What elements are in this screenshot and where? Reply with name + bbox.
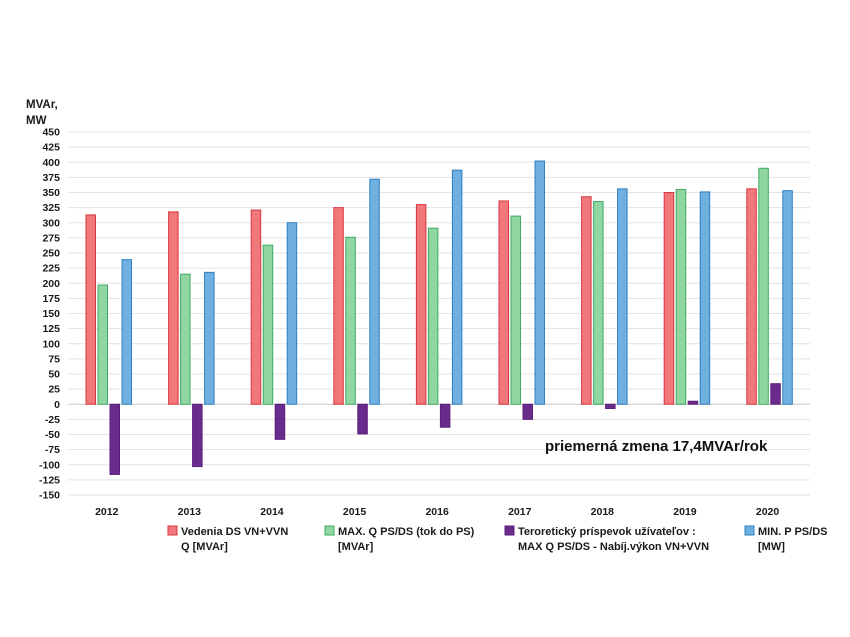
bar-vedenia-2017 [498,200,509,405]
bars [85,160,793,475]
legend-swatch-maxq [324,525,335,536]
y-tick-label: 0 [54,399,60,411]
y-tick-label: 425 [42,142,60,154]
legend-label-minp: [MW] [758,541,785,553]
legend-label-vedenia: Vedenia DS VN+VVN [181,526,288,538]
bar-teoret-2013 [192,403,203,468]
y-tick-label: 350 [42,187,60,199]
legend-label-vedenia: Q [MVAr] [181,541,228,553]
y-tick-label: -25 [45,414,60,426]
x-tick-label: 2017 [508,506,532,518]
y-axis-label-line-1: MVAr, [26,99,58,111]
bar-teoret-2017 [522,403,533,420]
bar-teoret-2020 [770,383,781,405]
bar-vedenia-2018 [581,196,592,405]
bar-maxq-2016 [427,227,439,405]
bar-minp-2015 [369,178,380,405]
bar-teoret-2014 [274,403,286,440]
annotation-average-change: priemerná zmena 17,4MVAr/rok [545,438,768,455]
bar-maxq-2012 [97,284,108,405]
bar-teoret-2015 [357,403,368,435]
bar-maxq-2014 [262,244,274,405]
y-tick-label: 125 [42,323,60,335]
bar-maxq-2018 [593,201,604,405]
bar-maxq-2020 [758,167,769,405]
bar-teoret-2016 [439,403,451,428]
bar-maxq-2013 [180,273,191,405]
x-tick-label: 2012 [95,506,119,518]
bar-vedenia-2019 [663,192,675,405]
legend-swatch-minp [744,525,755,536]
bar-maxq-2019 [675,188,687,405]
legend-label-maxq: [MVAr] [338,541,374,553]
legend-label-maxq: MAX. Q PS/DS (tok do PS) [338,526,475,538]
y-tick-label: 200 [42,278,60,290]
y-tick-label: 325 [42,202,60,214]
y-tick-label: 300 [42,217,60,229]
y-tick-label: 275 [42,232,60,244]
y-tick-label: 250 [42,248,60,260]
bar-vedenia-2013 [168,211,179,405]
x-tick-labels: 2012 2013 2014 2015 2016 2017 2018 2019 2020 [95,506,779,518]
y-tick-label: -100 [39,459,60,471]
x-tick-label: 2013 [178,506,202,518]
y-tick-label: 400 [42,157,60,169]
legend-label-teoret: MAX Q PS/DS - Nabíj.výkon VN+VVN [518,541,709,553]
y-tick-label: 225 [42,263,60,275]
x-tick-label: 2019 [673,506,697,518]
y-tick-labels: -150 -125 -100 -75 -50 -25 0 25 50 75 100 125 150 175… [39,127,60,502]
y-tick-label: 25 [48,384,60,396]
bar-minp-2012 [121,259,132,405]
bar-vedenia-2012 [85,214,96,405]
gridlines [68,131,810,496]
x-tick-label: 2020 [756,506,780,518]
bar-minp-2017 [534,160,545,405]
legend-swatch-teoret [504,525,515,536]
y-axis-label-line-2: MW [26,115,47,127]
x-tick-label: 2018 [591,506,615,518]
bar-teoret-2018 [605,403,616,409]
y-tick-label: 175 [42,293,60,305]
legend-label-teoret: Teroretický príspevok užívateľov : [518,526,696,538]
y-tick-label: 50 [48,369,60,381]
bar-maxq-2015 [345,236,356,405]
y-tick-label: -50 [45,429,60,441]
bar-minp-2020 [782,190,793,405]
bar-minp-2018 [617,188,628,405]
y-tick-label: 100 [42,338,60,350]
bar-teoret-2012 [109,403,120,475]
bar-minp-2019 [699,191,711,405]
x-tick-label: 2014 [260,506,284,518]
bar-vedenia-2016 [415,204,427,405]
y-tick-label: 150 [42,308,60,320]
legend-swatch-vedenia [167,525,178,536]
y-tick-label: -125 [39,474,60,486]
bar-teoret-2019 [687,400,699,405]
bar-minp-2014 [286,222,298,405]
legend-label-minp: MIN. P PS/DS [758,526,827,538]
x-tick-label: 2016 [425,506,449,518]
bar-maxq-2017 [510,215,521,405]
y-tick-label: 75 [48,353,60,365]
y-tick-label: -150 [39,490,60,502]
bar-minp-2013 [204,271,215,405]
bar-minp-2016 [451,169,463,405]
bar-vedenia-2020 [746,188,757,405]
y-tick-label: 375 [42,172,60,184]
y-tick-label: 450 [42,127,60,139]
x-tick-label: 2015 [343,506,367,518]
y-tick-label: -75 [45,444,60,456]
legend: Vedenia DS VN+VVN Q [MVAr] MAX. Q PS/DS (t… [167,525,827,553]
bar-vedenia-2014 [250,209,262,405]
bar-vedenia-2015 [333,207,344,405]
